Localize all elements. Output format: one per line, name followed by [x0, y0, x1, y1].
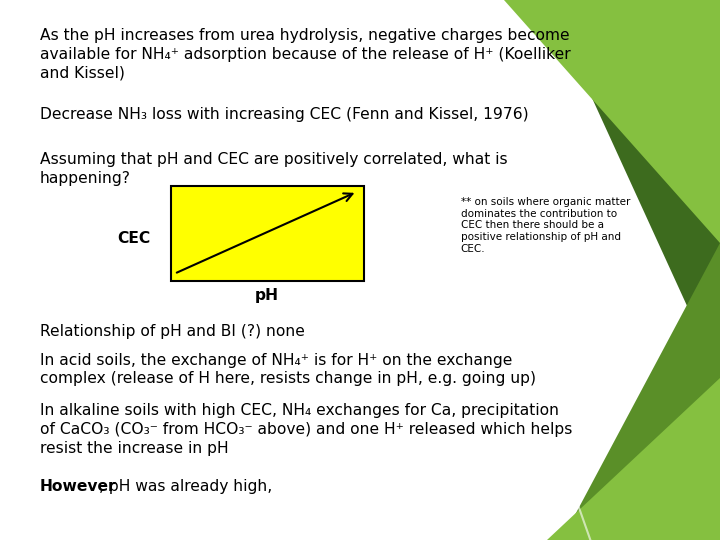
Bar [171, 186, 364, 281]
Text: pH: pH [255, 288, 279, 303]
Polygon shape [504, 0, 720, 243]
Text: As the pH increases from urea hydrolysis, negative charges become
available for : As the pH increases from urea hydrolysis… [40, 28, 570, 80]
Text: ** on soils where organic matter
dominates the contribution to
CEC then there sh: ** on soils where organic matter dominat… [461, 197, 630, 253]
Text: In acid soils, the exchange of NH₄⁺ is for H⁺ on the exchange
complex (release o: In acid soils, the exchange of NH₄⁺ is f… [40, 353, 536, 386]
Polygon shape [432, 0, 720, 378]
Text: CEC: CEC [117, 231, 150, 246]
Text: However: However [40, 479, 116, 494]
Text: Relationship of pH and BI (?) none: Relationship of pH and BI (?) none [40, 324, 305, 339]
Text: Assuming that pH and CEC are positively correlated, what is
happening?: Assuming that pH and CEC are positively … [40, 152, 507, 186]
Text: In alkaline soils with high CEC, NH₄ exchanges for Ca, precipitation
of CaCO₃ (C: In alkaline soils with high CEC, NH₄ exc… [40, 403, 572, 456]
Polygon shape [461, 243, 720, 540]
Text: , pH was already high,: , pH was already high, [99, 479, 272, 494]
Text: Decrease NH₃ loss with increasing CEC (Fenn and Kissel, 1976): Decrease NH₃ loss with increasing CEC (F… [40, 107, 528, 122]
Polygon shape [547, 378, 720, 540]
